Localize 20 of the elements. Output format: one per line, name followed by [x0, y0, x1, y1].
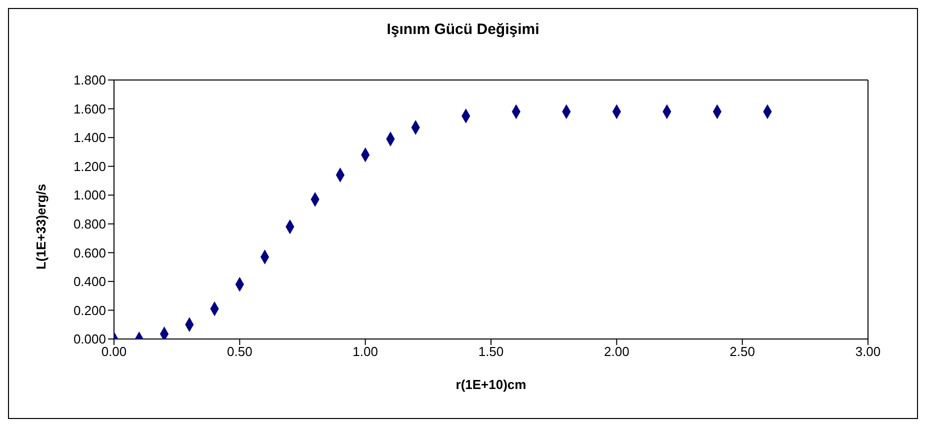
x-tick-label: 1.50: [478, 344, 504, 360]
x-tick-label: 0.50: [227, 344, 252, 360]
chart-title: Işınım Gücü Değişimi: [386, 21, 540, 38]
y-tick-label: 0.600: [73, 245, 106, 260]
x-tick-label: 1.00: [352, 344, 378, 360]
y-tick-label: 1.600: [73, 101, 106, 116]
y-tick-label: 0.800: [73, 216, 106, 232]
y-tick-label: 1.800: [73, 72, 106, 88]
x-tick-label: 2.00: [604, 344, 630, 360]
y-tick-label: 0.000: [73, 332, 106, 347]
x-axis-title: r(1E+10)cm: [456, 377, 526, 392]
x-tick-label: 3.00: [855, 344, 881, 360]
y-tick-label: 1.400: [73, 130, 106, 146]
y-tick-label: 0.400: [73, 274, 106, 290]
y-tick-label: 1.000: [73, 188, 106, 203]
y-tick-label: 0.200: [73, 302, 106, 318]
y-axis-title: L(1E+33)erg/s: [34, 184, 49, 270]
x-tick-label: 2.50: [730, 344, 755, 360]
x-tick-label: 0.00: [101, 344, 127, 360]
y-tick-label: 1.200: [73, 158, 106, 174]
